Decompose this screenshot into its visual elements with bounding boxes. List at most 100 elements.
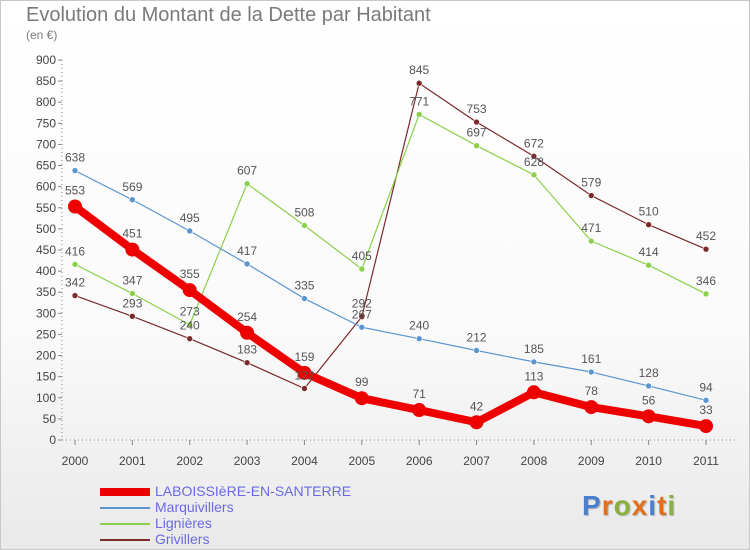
- data-point: [530, 152, 538, 160]
- data-label: 347: [122, 273, 142, 287]
- data-point: [68, 199, 82, 214]
- data-point: [129, 196, 136, 204]
- x-tick-label: 2000: [62, 454, 89, 468]
- data-label: 417: [237, 244, 257, 258]
- data-point: [415, 111, 423, 118]
- data-label: 122: [294, 368, 314, 382]
- x-tick-label: 2001: [119, 454, 146, 468]
- data-point: [641, 409, 656, 424]
- data-label: 607: [237, 164, 257, 178]
- data-label: 845: [409, 63, 429, 77]
- data-label: 553: [65, 184, 85, 198]
- data-point: [243, 180, 251, 188]
- legend-swatch-lignieres: [100, 523, 150, 525]
- data-point: [240, 325, 255, 340]
- data-label: 451: [122, 227, 142, 241]
- data-label: 185: [524, 342, 544, 356]
- data-label: 414: [639, 245, 659, 259]
- data-label: 94: [699, 380, 713, 394]
- x-tick-label: 2008: [521, 454, 548, 468]
- x-tick-label: 2006: [406, 454, 433, 468]
- data-label: 292: [352, 297, 372, 311]
- data-point: [243, 359, 251, 367]
- data-label: 159: [294, 350, 314, 364]
- data-point: [129, 312, 136, 320]
- legend-swatch-marquivillers: [100, 507, 150, 509]
- data-label: 628: [524, 155, 544, 169]
- logo-letter: i: [648, 490, 658, 521]
- series-line: [74, 170, 707, 401]
- proxiti-logo: Proxiti: [582, 490, 676, 522]
- x-tick-label: 2005: [348, 454, 375, 468]
- data-point: [530, 358, 538, 366]
- y-tick-label: 100: [36, 391, 56, 405]
- logo-letter: x: [631, 490, 649, 521]
- data-point: [699, 419, 713, 434]
- x-tick-label: 2007: [463, 454, 490, 468]
- data-label: 71: [413, 387, 427, 401]
- y-tick-label: 700: [36, 137, 56, 151]
- data-label: 495: [180, 211, 200, 225]
- data-label: 697: [467, 126, 487, 140]
- data-point: [587, 237, 595, 245]
- data-point: [71, 167, 79, 174]
- data-label: 273: [180, 305, 200, 319]
- y-tick-label: 0: [49, 433, 56, 447]
- data-label: 254: [237, 310, 257, 324]
- data-point: [587, 368, 595, 376]
- chart-axes: 0 50 100 150 200 250 300 350 400 450 500 550 600 650 7…: [36, 53, 735, 468]
- data-label: 355: [180, 267, 200, 281]
- data-point: [526, 385, 541, 400]
- data-point: [129, 290, 136, 297]
- data-point: [645, 261, 652, 269]
- data-point: [473, 347, 480, 354]
- legend-label-marquivillers: Marquivillers: [155, 499, 234, 515]
- data-label: 293: [122, 296, 142, 310]
- data-label: 508: [294, 206, 314, 220]
- x-tick-label: 2010: [635, 454, 662, 468]
- legend-swatch-laboissiere: [100, 488, 150, 496]
- data-point: [702, 290, 710, 298]
- data-point: [71, 292, 79, 299]
- y-tick-label: 500: [36, 222, 56, 236]
- data-label: 638: [65, 151, 85, 165]
- y-tick-label: 850: [36, 74, 56, 88]
- data-label: 579: [581, 176, 601, 190]
- data-label: 771: [409, 94, 429, 108]
- data-label: 240: [180, 319, 200, 333]
- data-point: [702, 397, 710, 404]
- y-tick-label: 350: [36, 285, 56, 299]
- data-label: 335: [294, 279, 314, 293]
- data-point: [358, 313, 366, 321]
- data-label: 416: [65, 244, 85, 258]
- logo-letter: r: [601, 490, 614, 521]
- y-tick-label: 800: [36, 95, 56, 109]
- logo-letter: o: [613, 490, 632, 521]
- data-point: [469, 415, 484, 430]
- data-point: [186, 321, 194, 329]
- data-point: [702, 245, 710, 253]
- data-label: 342: [65, 276, 85, 290]
- y-tick-label: 200: [36, 349, 56, 363]
- data-label: 212: [467, 330, 487, 344]
- x-tick-label: 2003: [234, 454, 261, 468]
- data-label: 405: [352, 249, 372, 263]
- data-point: [473, 118, 480, 126]
- data-point: [297, 365, 312, 380]
- data-point: [358, 265, 366, 273]
- y-tick-label: 300: [36, 306, 56, 320]
- y-tick-label: 550: [36, 201, 56, 215]
- data-point: [243, 260, 251, 268]
- series-line: [74, 113, 707, 326]
- y-tick-label: 750: [36, 116, 56, 130]
- data-label: 569: [122, 180, 142, 194]
- data-label: 240: [409, 319, 429, 333]
- data-point: [473, 142, 480, 150]
- data-label: 452: [696, 229, 716, 243]
- data-label: 78: [585, 384, 599, 398]
- logo-letter: t: [657, 490, 668, 521]
- data-point: [186, 227, 194, 235]
- series-line: [71, 202, 710, 431]
- data-point: [645, 221, 652, 228]
